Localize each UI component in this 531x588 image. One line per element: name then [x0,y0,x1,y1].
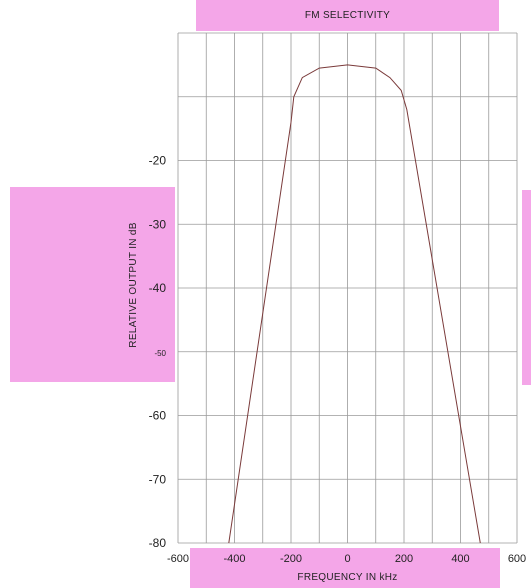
y-tick-label: -40 [149,281,167,295]
y-tick-label: -30 [149,217,167,231]
x-tick-label: -400 [223,553,245,565]
right-side-band [522,190,531,385]
x-tick-label: -600 [167,553,189,565]
y-axis-label: RELATIVE OUTPUT IN dB [128,222,139,348]
title-band [196,0,499,31]
x-tick-label: -200 [280,553,302,565]
x-tick-label: 0 [344,553,350,565]
y-tick-label: -20 [149,154,167,168]
y-tick-label: -60 [149,409,167,423]
tick-labels: -600 -400 -200 0 200 400 600 -20 -30 -40 -50 -60 -70… [149,154,527,566]
left-side-band [10,187,175,382]
grid [177,32,518,544]
series-line [228,64,481,544]
x-tick-label: 600 [508,553,526,565]
chart-title: FM SELECTIVITY [304,10,391,21]
x-tick-label: 400 [451,553,469,565]
x-axis-label: FREQUENCY IN kHz [297,572,398,583]
y-tick-label: -80 [149,536,167,550]
y-tick-label: -50 [154,349,166,358]
x-tick-label: 200 [395,553,413,565]
xaxis-band [190,548,500,588]
y-tick-label: -70 [149,472,167,486]
